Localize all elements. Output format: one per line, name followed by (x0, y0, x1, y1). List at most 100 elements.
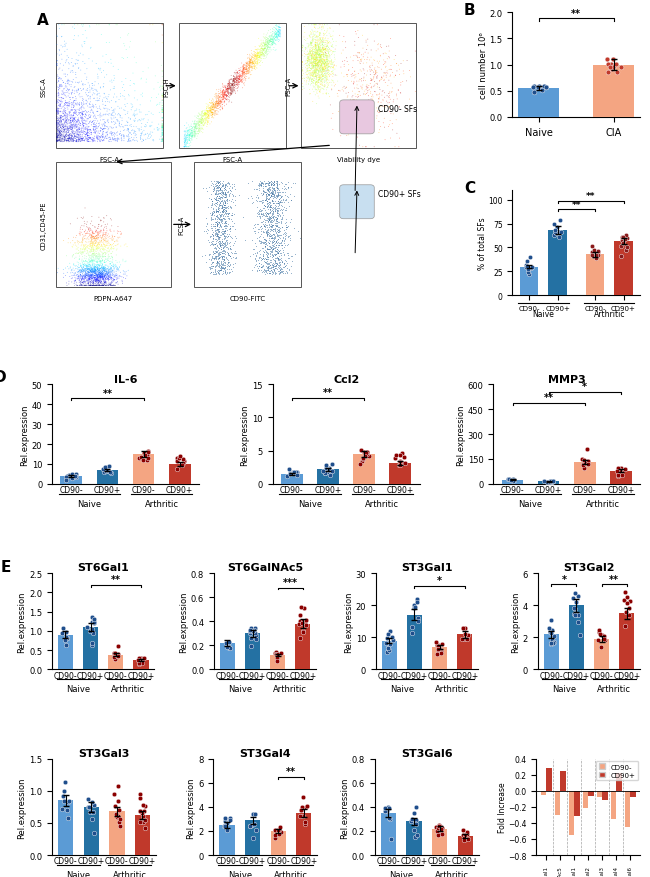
Point (211, 96, 222, 110)
Point (95, 125, 105, 139)
Point (68, 249, 79, 263)
Point (309, 53, 320, 68)
Point (324, 51, 335, 65)
Point (96, 266, 107, 280)
Point (212, 210, 222, 225)
Point (215, 213, 226, 227)
Point (114, 265, 124, 279)
Point (348, 89, 358, 103)
Point (80, 57, 90, 71)
Point (62, 116, 73, 130)
Point (250, 226, 261, 240)
Point (217, 245, 228, 259)
Point (315, 26, 326, 40)
Point (64, 107, 75, 121)
Point (84, 273, 94, 287)
Point (316, 45, 326, 59)
Point (256, 48, 266, 62)
Point (354, 75, 364, 89)
Point (83, 269, 93, 283)
Point (240, 61, 250, 75)
Point (61, 91, 72, 105)
Point (378, 93, 388, 107)
Point (313, 46, 324, 61)
Point (111, 277, 122, 291)
Point (86, 235, 96, 249)
Point (361, 109, 371, 123)
Point (306, 57, 317, 71)
Point (317, 58, 327, 72)
Point (311, 70, 321, 84)
Point (264, 188, 274, 202)
Point (310, 83, 320, 97)
Point (218, 197, 228, 211)
Point (300, 61, 311, 75)
Point (117, 75, 127, 89)
Point (263, 41, 273, 55)
Point (79, 249, 90, 263)
Point (250, 54, 260, 68)
Point (210, 188, 220, 202)
Point (275, 263, 285, 277)
Point (143, 114, 153, 128)
Point (62, 803, 73, 817)
Point (200, 108, 211, 122)
Point (266, 185, 277, 199)
Point (326, 54, 337, 68)
Point (310, 48, 320, 62)
Point (318, 48, 329, 62)
Point (319, 81, 330, 95)
Point (265, 32, 275, 46)
Point (53, 127, 63, 141)
Point (307, 58, 318, 72)
Bar (610, 471, 632, 484)
Point (107, 126, 118, 140)
Point (373, 57, 384, 71)
Point (109, 645, 119, 660)
Point (84, 273, 95, 287)
Point (315, 39, 325, 53)
Point (187, 126, 197, 140)
Point (216, 228, 227, 242)
Point (264, 265, 274, 279)
Point (136, 113, 147, 127)
Point (228, 75, 239, 89)
Point (86, 253, 97, 267)
Point (98, 275, 109, 289)
Point (309, 55, 320, 69)
Point (125, 35, 135, 49)
Point (90, 261, 100, 275)
Point (313, 33, 323, 47)
Point (207, 206, 218, 220)
Point (52, 112, 62, 126)
Point (157, 119, 168, 133)
Point (310, 64, 320, 78)
Point (78, 93, 88, 107)
Point (279, 234, 289, 248)
Point (326, 39, 337, 53)
Point (367, 80, 377, 94)
Point (313, 44, 324, 58)
Point (316, 54, 326, 68)
Point (207, 103, 218, 118)
Point (313, 25, 323, 39)
Point (157, 122, 168, 136)
Point (61, 134, 72, 148)
Point (268, 195, 279, 209)
Point (103, 465, 113, 479)
Point (203, 111, 213, 125)
Point (53, 87, 64, 101)
Point (156, 130, 166, 144)
Point (119, 103, 129, 118)
Point (272, 25, 283, 39)
Point (269, 264, 280, 278)
Point (276, 237, 287, 251)
Point (83, 125, 93, 139)
Point (319, 46, 330, 60)
Point (263, 261, 273, 275)
Point (80, 267, 90, 282)
Point (91, 279, 101, 293)
Point (259, 177, 270, 191)
Point (138, 66, 148, 80)
Point (66, 88, 77, 102)
